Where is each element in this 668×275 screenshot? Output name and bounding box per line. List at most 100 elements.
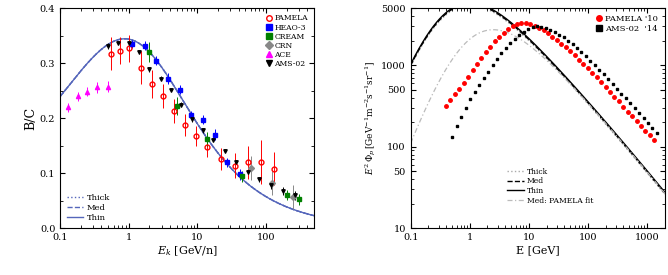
AMS-02  '14 xyxy=(555,33,563,36)
AMS-02  '14 xyxy=(520,30,528,33)
PAMELA '10 xyxy=(544,32,552,35)
AMS-02  '14 xyxy=(573,47,581,50)
X-axis label: $E_k$ [GeV/n]: $E_k$ [GeV/n] xyxy=(156,245,218,258)
AMS-02  '14 xyxy=(528,26,536,29)
PAMELA '10 xyxy=(579,62,587,65)
PAMELA '10 xyxy=(557,42,565,45)
AMS-02  '14 xyxy=(484,70,492,73)
PAMELA '10 xyxy=(589,71,597,74)
PAMELA '10 xyxy=(473,62,481,65)
AMS-02  '14 xyxy=(568,43,576,46)
PAMELA '10 xyxy=(508,24,516,28)
AMS-02  '14 xyxy=(462,106,470,109)
AMS-02  '14 xyxy=(506,41,514,45)
PAMELA '10 xyxy=(575,58,583,61)
Y-axis label: B/C: B/C xyxy=(24,107,37,130)
Line: PAMELA '10: PAMELA '10 xyxy=(444,21,656,142)
AMS-02  '14 xyxy=(546,28,554,31)
PAMELA '10 xyxy=(562,46,570,49)
AMS-02  '14 xyxy=(635,111,643,115)
AMS-02  '14 xyxy=(622,97,630,100)
PAMELA '10 xyxy=(446,99,454,102)
PAMELA '10 xyxy=(504,28,512,31)
PAMELA '10 xyxy=(495,35,503,39)
AMS-02  '14 xyxy=(604,78,612,81)
AMS-02  '14 xyxy=(471,90,479,94)
AMS-02  '14 xyxy=(564,39,572,43)
AMS-02  '14 xyxy=(502,46,510,49)
AMS-02  '14 xyxy=(631,106,639,110)
AMS-02  '14 xyxy=(480,77,488,80)
PAMELA '10 xyxy=(628,115,636,118)
PAMELA '10 xyxy=(500,31,508,34)
PAMELA '10 xyxy=(486,45,494,48)
PAMELA '10 xyxy=(619,105,627,108)
PAMELA '10 xyxy=(602,86,610,89)
PAMELA '10 xyxy=(513,23,521,26)
AMS-02  '14 xyxy=(493,57,501,60)
PAMELA '10 xyxy=(611,95,619,98)
AMS-02  '14 xyxy=(515,33,523,37)
AMS-02  '14 xyxy=(582,55,590,58)
Line: AMS-02  '14: AMS-02 '14 xyxy=(450,25,658,139)
AMS-02  '14 xyxy=(498,51,506,55)
PAMELA '10 xyxy=(482,51,490,54)
AMS-02  '14 xyxy=(551,30,559,34)
AMS-02  '14 xyxy=(511,37,519,40)
PAMELA '10 xyxy=(518,21,526,25)
PAMELA '10 xyxy=(646,134,654,137)
X-axis label: E [GeV]: E [GeV] xyxy=(516,245,560,255)
AMS-02  '14 xyxy=(649,126,657,130)
AMS-02  '14 xyxy=(600,73,608,76)
PAMELA '10 xyxy=(530,24,538,27)
PAMELA '10 xyxy=(478,57,486,60)
AMS-02  '14 xyxy=(617,92,625,95)
AMS-02  '14 xyxy=(560,36,568,39)
AMS-02  '14 xyxy=(542,26,550,29)
AMS-02  '14 xyxy=(453,124,461,128)
PAMELA '10 xyxy=(650,139,658,142)
PAMELA '10 xyxy=(460,81,468,84)
PAMELA '10 xyxy=(606,90,614,94)
AMS-02  '14 xyxy=(587,59,595,62)
PAMELA '10 xyxy=(566,50,574,53)
Y-axis label: $E^2\,\Phi_p\,[\mathrm{GeV}^{-1}\mathrm{m}^{-2}\mathrm{s}^{-1}\mathrm{sr}^{-1}]$: $E^2\,\Phi_p\,[\mathrm{GeV}^{-1}\mathrm{… xyxy=(364,61,378,175)
AMS-02  '14 xyxy=(538,25,546,28)
AMS-02  '14 xyxy=(591,64,599,67)
PAMELA '10 xyxy=(455,87,463,91)
PAMELA '10 xyxy=(535,26,543,29)
Legend: Thick, Med, Thin: Thick, Med, Thin xyxy=(64,192,113,224)
AMS-02  '14 xyxy=(475,84,483,87)
AMS-02  '14 xyxy=(488,63,496,67)
PAMELA '10 xyxy=(553,38,561,42)
AMS-02  '14 xyxy=(613,87,621,90)
AMS-02  '14 xyxy=(466,98,474,101)
PAMELA '10 xyxy=(548,35,556,38)
AMS-02  '14 xyxy=(533,25,541,28)
AMS-02  '14 xyxy=(626,102,634,105)
PAMELA '10 xyxy=(522,21,530,25)
PAMELA '10 xyxy=(442,104,450,107)
PAMELA '10 xyxy=(593,76,601,79)
AMS-02  '14 xyxy=(653,131,661,134)
PAMELA '10 xyxy=(584,67,592,70)
AMS-02  '14 xyxy=(644,121,652,125)
AMS-02  '14 xyxy=(639,116,647,120)
PAMELA '10 xyxy=(491,40,499,43)
PAMELA '10 xyxy=(451,93,459,96)
AMS-02  '14 xyxy=(524,28,532,31)
PAMELA '10 xyxy=(597,81,605,84)
PAMELA '10 xyxy=(464,75,472,78)
PAMELA '10 xyxy=(633,119,641,123)
Legend: Thick, Med, Thin, Med: PAMELA fit: Thick, Med, Thin, Med: PAMELA fit xyxy=(505,166,596,207)
PAMELA '10 xyxy=(469,68,477,72)
PAMELA '10 xyxy=(526,22,534,26)
PAMELA '10 xyxy=(570,54,578,57)
AMS-02  '14 xyxy=(458,116,466,119)
PAMELA '10 xyxy=(641,129,649,132)
PAMELA '10 xyxy=(637,124,645,127)
PAMELA '10 xyxy=(615,100,623,103)
AMS-02  '14 xyxy=(595,68,603,72)
PAMELA '10 xyxy=(540,29,548,32)
AMS-02  '14 xyxy=(577,51,585,54)
